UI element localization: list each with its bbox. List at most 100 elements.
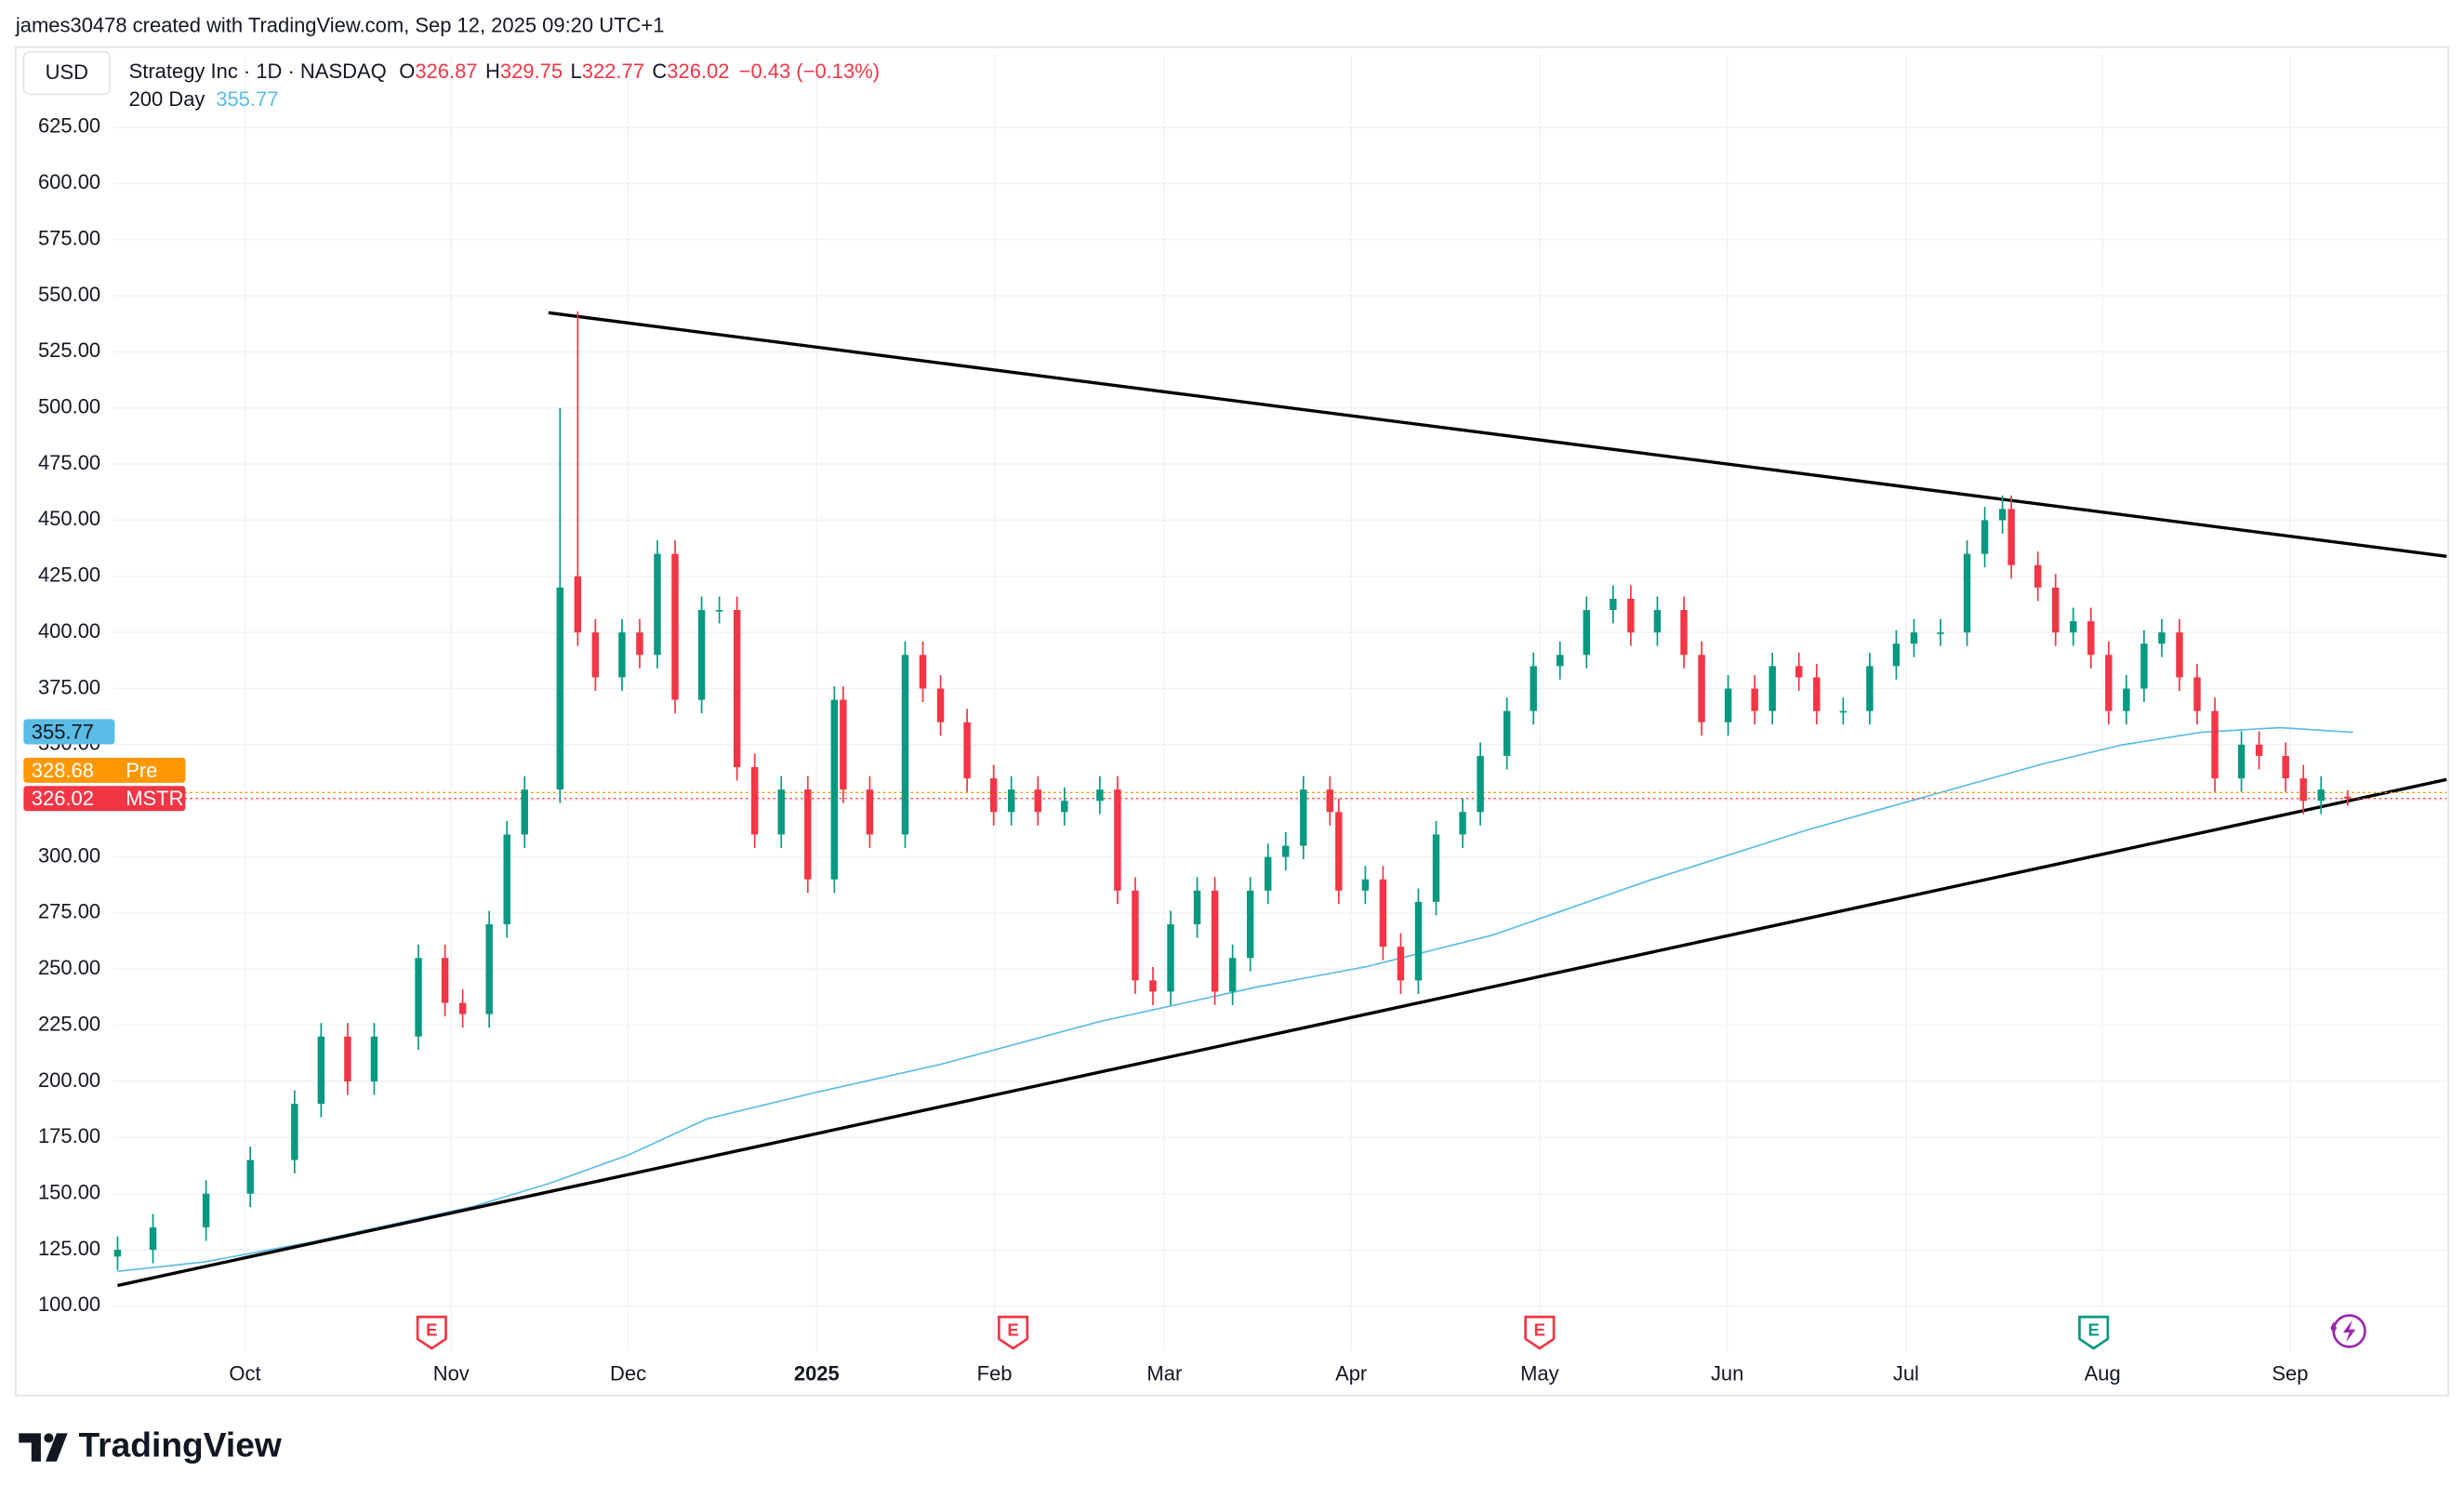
y-tick-label: 450.00	[38, 507, 100, 530]
candle	[1610, 585, 1617, 624]
candle	[2105, 641, 2113, 725]
candle-body	[2282, 755, 2289, 779]
candle-body	[1680, 610, 1688, 656]
candle-body	[415, 958, 422, 1037]
candle	[149, 1213, 157, 1264]
candle	[2255, 731, 2263, 770]
candle	[989, 764, 998, 826]
candle-body	[1246, 890, 1254, 959]
candle-body	[618, 632, 626, 678]
candle	[370, 1023, 378, 1095]
candle-body	[1414, 901, 1423, 981]
x-tick-label: 2025	[794, 1362, 840, 1385]
candle-body	[2087, 621, 2095, 656]
legend: Strategy Inc · 1D · NASDAQ O326.87 H329.75…	[129, 60, 880, 83]
candle	[963, 709, 971, 792]
candle-body	[1980, 520, 1989, 554]
candle-body	[441, 958, 449, 1003]
candle	[1583, 596, 1591, 669]
candle-body	[2176, 632, 2183, 678]
candle	[1397, 933, 1405, 994]
event-marker[interactable]: E	[2078, 1315, 2110, 1350]
candle	[1246, 877, 1254, 972]
candle-body	[1061, 801, 1068, 813]
event-marker[interactable]: E	[416, 1315, 447, 1350]
candle-body	[1096, 789, 1104, 802]
currency-box[interactable]	[22, 50, 112, 96]
candle	[1980, 506, 1989, 568]
candle	[2237, 731, 2245, 792]
currency[interactable]: USD	[46, 60, 88, 84]
candle-body	[1839, 710, 1848, 713]
x-tick-label: May	[1520, 1362, 1559, 1385]
candle	[1998, 495, 2007, 534]
candle-body	[1698, 655, 1705, 722]
candle-body	[1361, 879, 1370, 891]
candle-body	[866, 789, 874, 835]
candle	[1503, 697, 1511, 770]
candle	[919, 641, 927, 702]
candle	[574, 311, 582, 646]
candle	[1698, 641, 1705, 736]
price-badge-value: 328.68	[32, 759, 94, 782]
candle	[1892, 630, 1901, 680]
plot	[113, 311, 2447, 1288]
y-tick-label: 200.00	[38, 1068, 100, 1092]
candle-body	[2193, 677, 2201, 711]
candle-body	[1910, 632, 1918, 644]
candle-body	[1769, 666, 1776, 711]
candle-body	[804, 789, 812, 880]
candle	[2176, 618, 2183, 691]
candle-body	[1228, 958, 1237, 992]
legend-item: H	[485, 60, 500, 83]
candle-body	[317, 1036, 325, 1105]
candle-body	[1963, 553, 1971, 633]
y-tick-label: 400.00	[38, 619, 100, 643]
y-tick-label: 550.00	[38, 283, 100, 306]
candle	[1751, 675, 1758, 725]
candle	[750, 753, 759, 848]
candle-body	[1326, 789, 1334, 813]
candle	[1530, 652, 1537, 725]
candle	[901, 641, 909, 848]
candle	[246, 1147, 254, 1208]
price-badge-value: 355.77	[32, 720, 94, 743]
event-marker[interactable]: E	[998, 1315, 1029, 1350]
candle	[1228, 944, 1237, 1005]
legend-item: L	[571, 60, 582, 83]
candle	[458, 989, 467, 1028]
candle	[654, 540, 661, 669]
candle	[1866, 652, 1874, 725]
candle-body	[2052, 587, 2060, 633]
event-marker[interactable]: E	[1524, 1315, 1556, 1350]
price-badge-label: MSTR	[126, 787, 183, 810]
candle-body	[1193, 890, 1201, 925]
y-tick-label: 575.00	[38, 226, 100, 249]
y-tick-label: 225.00	[38, 1012, 100, 1035]
candle	[1061, 787, 1068, 826]
candle-body	[1132, 890, 1139, 981]
candle-body	[556, 587, 564, 790]
candle-body	[1211, 890, 1219, 992]
candle	[1361, 866, 1370, 905]
candle	[2317, 776, 2325, 815]
candle-body	[1795, 666, 1803, 678]
candle	[2282, 742, 2289, 792]
candle	[715, 596, 723, 624]
candle	[1193, 877, 1201, 938]
candle	[1724, 675, 1732, 736]
candle-body	[574, 576, 582, 633]
candle-body	[1751, 688, 1758, 711]
candle-body	[1530, 666, 1537, 711]
candle-body	[1432, 834, 1440, 902]
candle-body	[919, 655, 927, 689]
candle	[1114, 776, 1121, 905]
candle	[1839, 697, 1848, 725]
candle-body	[503, 834, 510, 925]
y-tick-label: 600.00	[38, 170, 100, 193]
lightning-icon[interactable]	[2330, 1314, 2366, 1348]
candle	[1432, 820, 1440, 916]
price-badge: 328.68 Pre	[23, 757, 186, 783]
candle-body	[715, 610, 723, 612]
